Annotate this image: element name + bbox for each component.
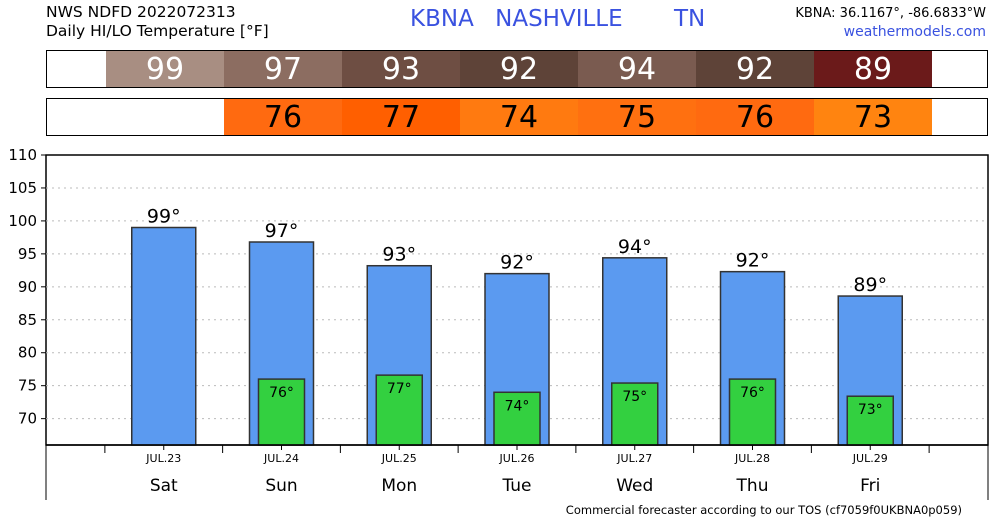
high-temp-cell: 92 [460,51,578,87]
x-date-label: JUL.23 [145,452,181,465]
x-date-label: JUL.28 [734,452,770,465]
low-temp-cell: 73 [814,99,932,135]
y-tick-label: 90 [18,278,37,296]
low-bar-label: 76° [740,385,765,401]
high-temperature-strip: 99 97 93 92 94 92 89 [46,50,988,88]
high-temp-cell: 89 [814,51,932,87]
temperature-chart: 99°97°76°93°77°92°74°94°75°92°76°89°73° … [8,146,989,500]
y-tick-label: 70 [18,410,37,428]
model-run-label: NWS NDFD 2022072313 [46,3,236,21]
low-temp-cell: 76 [696,99,814,135]
x-date-label: JUL.24 [263,452,299,465]
high-temp-cell: 92 [696,51,814,87]
x-date-label: JUL.25 [381,452,417,465]
high-bar-label: 89° [853,274,887,296]
high-bar-label: 99° [147,206,181,228]
site-link[interactable]: weathermodels.com [843,24,986,40]
low-bar-label: 73° [858,402,883,418]
high-bar-label: 92° [736,250,770,272]
y-tick-label: 75 [18,377,37,395]
high-bar-label: 93° [382,244,416,266]
chart-title: Daily HI/LO Temperature [°F] [46,22,269,40]
x-weekday-label: Sat [150,476,178,496]
station-title: KBNA NASHVILLE TN [410,6,719,32]
high-temp-cell: 94 [578,51,696,87]
x-date-label: JUL.29 [852,452,888,465]
footer-note: Commercial forecaster according to our T… [565,503,962,517]
x-weekday-label: Wed [616,476,653,496]
y-tick-label: 105 [8,179,37,197]
y-tick-label: 80 [18,344,37,362]
high-bar-label: 92° [500,252,534,274]
low-bar-label: 77° [387,381,412,397]
low-bar-label: 74° [505,398,530,414]
station-code: KBNA [410,6,474,32]
x-weekday-label: Fri [860,476,880,496]
x-weekday-label: Tue [501,476,531,496]
header-right: KBNA: 36.1167°, -86.6833°W weathermodels… [795,4,986,42]
low-bar-label: 76° [269,385,294,401]
high-bar-label: 94° [618,236,652,258]
header-left: NWS NDFD 2022072313 Daily HI/LO Temperat… [46,3,269,41]
x-weekday-label: Thu [736,476,769,496]
low-bar-label: 75° [622,389,647,405]
y-tick-label: 85 [18,311,37,329]
station-city: NASHVILLE [495,6,623,32]
data-labels: 99° 97° 76° 93° 77° 92° 74° 94° 75° 92° 76° 89° 73° [147,206,887,419]
low-bar [611,382,659,446]
y-tick-label: 100 [8,212,37,230]
low-temp-cell: 77 [342,99,460,135]
low-temp-cell: 74 [460,99,578,135]
low-temp-cell [106,99,224,135]
low-temperature-strip: 76 77 74 75 76 73 [46,98,988,136]
x-date-label: JUL.27 [616,452,652,465]
x-weekday-label: Mon [381,476,417,496]
station-coords: KBNA: 36.1167°, -86.6833°W [795,6,986,21]
x-date-label: JUL.26 [499,452,535,465]
high-temp-cell: 97 [224,51,342,87]
axes: 70 75 80 85 90 95 100 105 110 JUL.23 Sat JUL.24 Sun J… [8,146,989,500]
low-bar [257,378,306,446]
x-weekday-label: Sun [265,476,297,496]
high-temp-cell: 93 [342,51,460,87]
high-temp-cell: 99 [106,51,224,87]
y-tick-label: 110 [8,146,37,164]
y-tick-label: 95 [18,245,37,263]
station-state: TN [673,6,706,32]
low-temp-cell: 76 [224,99,342,135]
high-bar-label: 97° [265,220,299,242]
high-bar [131,226,197,446]
bars [131,226,903,446]
low-temp-cell: 75 [578,99,696,135]
